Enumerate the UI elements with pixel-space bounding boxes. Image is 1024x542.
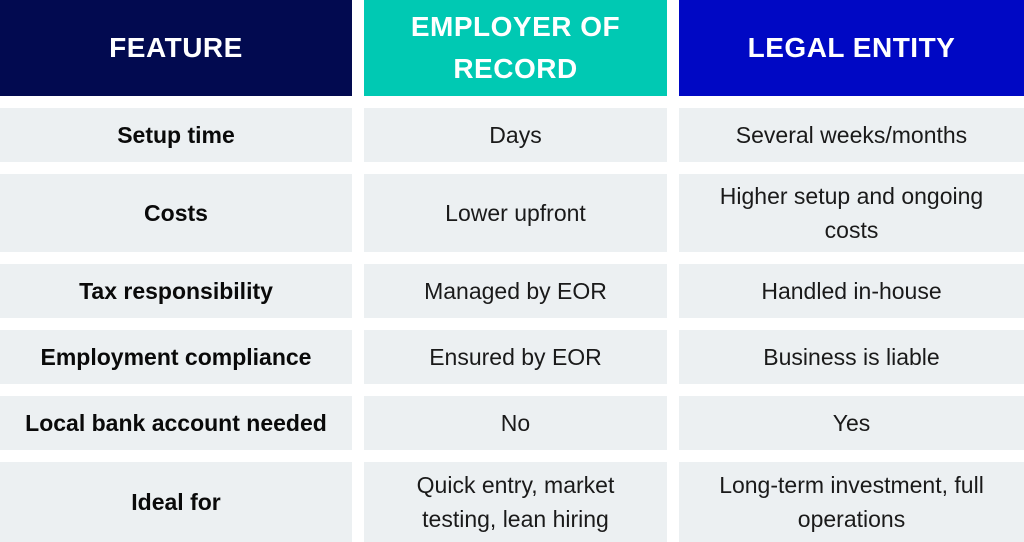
table-row-feature: Tax responsibility (0, 264, 352, 318)
table-row-legal-entity-value: Handled in-house (679, 264, 1024, 318)
legal-entity-value: Business is liable (763, 344, 940, 370)
table-row-eor-value: Quick entry, market testing, lean hiring (364, 462, 667, 542)
feature-label: Local bank account needed (25, 410, 327, 436)
table-row-legal-entity-value: Higher setup and ongoing costs (679, 174, 1024, 252)
table-row-eor-value: No (364, 396, 667, 450)
eor-value: Days (489, 122, 542, 148)
eor-value: Quick entry, market testing, lean hiring (416, 472, 615, 532)
table-row-eor-value: Ensured by EOR (364, 330, 667, 384)
table-row-feature: Employment compliance (0, 330, 352, 384)
feature-label: Setup time (117, 122, 235, 148)
eor-value: Managed by EOR (424, 278, 607, 304)
feature-label: Tax responsibility (79, 278, 273, 304)
legal-entity-value: Handled in-house (761, 278, 942, 304)
legal-entity-value: Yes (832, 410, 871, 436)
header-legal-entity: LEGAL ENTITY (679, 0, 1024, 96)
header-feature-label: FEATURE (109, 32, 243, 63)
eor-value: No (500, 410, 531, 436)
header-employer-of-record: EMPLOYER OF RECORD (364, 0, 667, 96)
legal-entity-value: Several weeks/months (735, 122, 968, 148)
legal-entity-value: Long-term investment, full operations (719, 472, 984, 532)
table-row-feature: Costs (0, 174, 352, 252)
table-row-legal-entity-value: Long-term investment, full operations (679, 462, 1024, 542)
eor-value: Lower upfront (445, 200, 586, 226)
feature-label: Employment compliance (40, 344, 312, 370)
table-row-legal-entity-value: Business is liable (679, 330, 1024, 384)
feature-label: Ideal for (131, 489, 221, 515)
table-row-eor-value: Lower upfront (364, 174, 667, 252)
legal-entity-value: Higher setup and ongoing costs (719, 183, 984, 243)
table-row-feature: Local bank account needed (0, 396, 352, 450)
table-row-eor-value: Days (364, 108, 667, 162)
table-row-eor-value: Managed by EOR (364, 264, 667, 318)
table-row-feature: Setup time (0, 108, 352, 162)
eor-value: Ensured by EOR (429, 344, 602, 370)
header-legal-entity-label: LEGAL ENTITY (747, 32, 956, 63)
header-employer-of-record-label: EMPLOYER OF RECORD (410, 11, 621, 84)
table-row-legal-entity-value: Several weeks/months (679, 108, 1024, 162)
table-row-feature: Ideal for (0, 462, 352, 542)
table-row-legal-entity-value: Yes (679, 396, 1024, 450)
header-feature: FEATURE (0, 0, 352, 96)
feature-label: Costs (144, 200, 208, 226)
